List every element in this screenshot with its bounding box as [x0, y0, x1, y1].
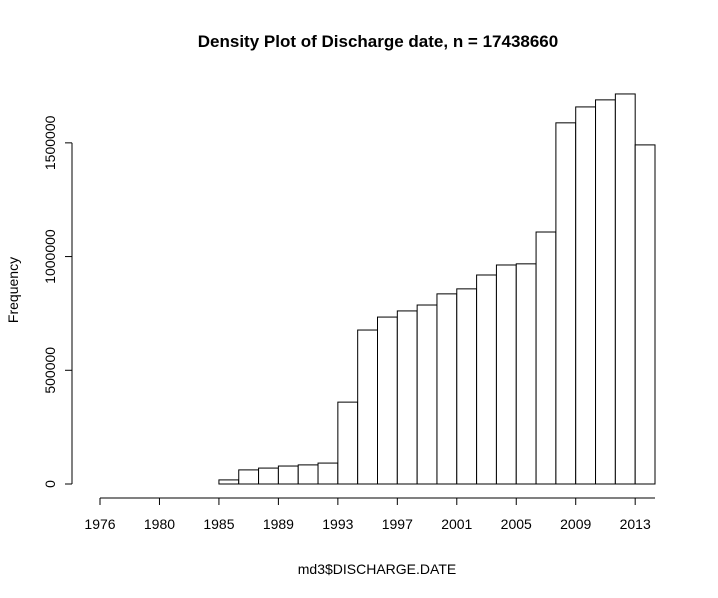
bar — [515, 263, 537, 485]
bar — [377, 316, 398, 485]
bar — [396, 310, 418, 485]
bar — [258, 467, 279, 485]
chart-title: Density Plot of Discharge date, n = 1743… — [198, 32, 558, 51]
bar — [555, 122, 577, 485]
bar — [614, 93, 636, 485]
y-tick-label: 500000 — [42, 347, 58, 394]
x-tick-label: 1985 — [203, 516, 234, 532]
x-tick-label: 2001 — [441, 516, 472, 532]
x-tick-label: 1976 — [84, 516, 115, 532]
x-tick-label: 1997 — [382, 516, 413, 532]
bar — [337, 401, 359, 485]
bar — [357, 329, 378, 485]
bar — [218, 479, 240, 485]
x-tick-label: 1980 — [144, 516, 175, 532]
bar — [317, 462, 339, 485]
bar — [535, 231, 557, 485]
x-tick-label: 1993 — [322, 516, 353, 532]
x-axis-label: md3$DISCHARGE.DATE — [298, 561, 456, 577]
bar — [575, 106, 597, 485]
bar — [238, 469, 260, 485]
y-axis-label: Frequency — [5, 257, 21, 323]
y-tick-label: 0 — [42, 480, 58, 488]
x-tick-label: 2009 — [560, 516, 591, 532]
y-tick-label: 1500000 — [42, 115, 58, 170]
bar — [634, 144, 656, 485]
x-tick-label: 2013 — [620, 516, 651, 532]
bar — [277, 465, 299, 485]
bar — [476, 274, 497, 485]
x-tick-label: 1989 — [263, 516, 294, 532]
bar — [297, 464, 319, 485]
y-tick-label: 1000000 — [42, 229, 58, 284]
bar — [595, 99, 616, 485]
bar — [436, 293, 458, 485]
bar — [456, 288, 478, 485]
x-tick-label: 2005 — [501, 516, 532, 532]
bar — [495, 264, 517, 485]
bar — [416, 304, 438, 485]
